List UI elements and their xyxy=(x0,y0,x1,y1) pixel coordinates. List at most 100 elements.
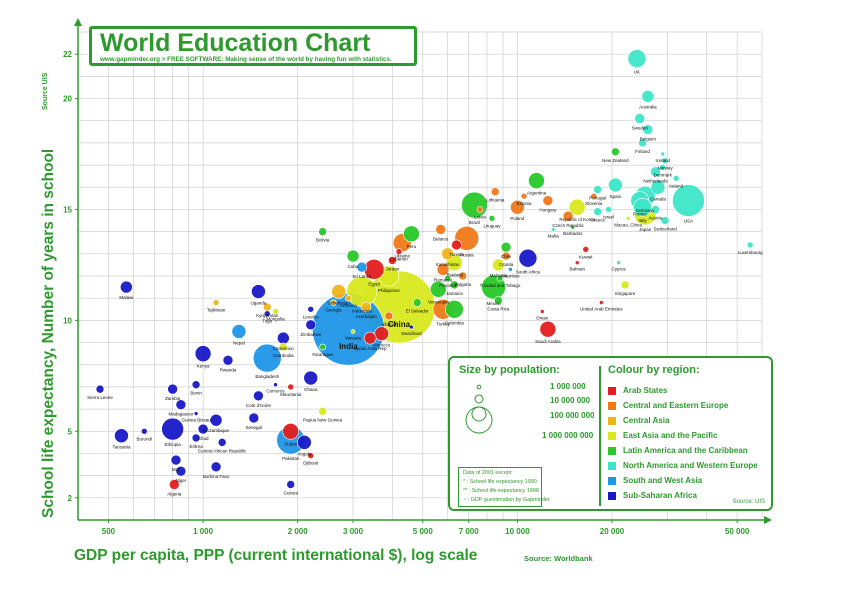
data-point xyxy=(212,299,220,306)
data-point xyxy=(650,179,666,195)
data-point-label: Rwanda xyxy=(220,367,237,372)
data-point xyxy=(641,90,655,103)
data-point-label: France xyxy=(633,212,648,217)
legend-region-label: South and West Asia xyxy=(623,476,703,485)
data-point-label: Nepal xyxy=(233,340,245,345)
data-point-label: Iceland xyxy=(655,158,670,163)
data-point-label: Estonia xyxy=(517,201,533,206)
data-point xyxy=(568,198,586,216)
data-point-label: Brazil xyxy=(469,220,480,225)
data-point-label: Turkey xyxy=(436,321,450,326)
data-point-label: Luxembourg xyxy=(738,250,764,255)
note-line: * : School life expectancy 1990 xyxy=(463,479,537,485)
data-point xyxy=(494,296,503,305)
data-point-label: Ireland xyxy=(669,183,683,188)
data-point-label: Madagascar xyxy=(169,412,194,417)
data-point xyxy=(297,435,312,450)
legend-swatch xyxy=(608,387,616,395)
data-point xyxy=(307,305,315,313)
data-point xyxy=(642,124,654,135)
y-tick-label: 15 xyxy=(63,205,72,214)
data-point-label: Mozambique xyxy=(203,428,229,433)
data-point-label: Benin xyxy=(190,391,202,396)
data-point xyxy=(395,248,403,255)
data-point-label: Uganda xyxy=(251,301,267,306)
data-point xyxy=(458,271,468,281)
data-point-label: Venezuela xyxy=(428,299,450,304)
data-point-label: Cuba xyxy=(348,264,359,269)
legend-source: Source: UIS xyxy=(732,499,765,505)
data-point xyxy=(650,166,661,178)
data-point-label: Sweden xyxy=(632,126,649,131)
legend-separator xyxy=(599,366,601,506)
data-point-label: Oman xyxy=(536,315,549,320)
data-point-label: Egypt xyxy=(368,281,380,286)
data-point-label: Republic of Korea xyxy=(559,217,595,222)
data-point-label: Armenia xyxy=(340,303,357,308)
chart-title-box: World Education Chart www.gapminder.org … xyxy=(89,26,417,66)
data-point-label: Philippines xyxy=(378,288,401,293)
legend-size-circle-10m xyxy=(474,394,484,404)
data-point-label: Argentina xyxy=(527,191,547,196)
data-point-label: Guinea xyxy=(283,491,298,496)
data-point-label: Comoros xyxy=(266,389,285,394)
x-tick-label: 50 000 xyxy=(725,527,750,536)
data-point xyxy=(175,465,187,477)
data-point xyxy=(120,280,133,294)
data-point-label: Papua New Guinea xyxy=(303,417,343,422)
data-point-label: Belarus xyxy=(433,236,449,241)
data-point-label: Uzbekistan xyxy=(328,301,351,306)
data-point xyxy=(672,184,705,217)
legend-region-label: Sub-Saharan Africa xyxy=(623,491,697,500)
data-point-label: Lesotho xyxy=(303,314,320,319)
data-point-label: Tajikistan xyxy=(207,308,226,313)
data-point xyxy=(661,157,669,164)
x-tick-label: 10 000 xyxy=(505,527,530,536)
legend-size-label-4: 1 000 000 000 xyxy=(542,431,594,440)
data-point xyxy=(330,299,337,306)
x-tick-label: 7 000 xyxy=(459,527,480,536)
data-point xyxy=(287,383,295,391)
data-point xyxy=(490,187,500,197)
data-point-label: Greece xyxy=(590,218,605,223)
data-point-label: El Salvador xyxy=(406,309,430,314)
data-point-label: Jamaica xyxy=(446,291,463,296)
data-point-label: Albania xyxy=(381,322,397,327)
data-point xyxy=(620,280,630,290)
data-point xyxy=(263,310,271,318)
data-point xyxy=(191,380,201,389)
data-point xyxy=(279,342,288,352)
data-point-label: Malta xyxy=(548,233,560,238)
data-point-label: Australia xyxy=(639,104,657,109)
data-point xyxy=(746,241,754,249)
data-point xyxy=(625,216,631,221)
data-point-label: Cameroon xyxy=(273,346,295,351)
data-point xyxy=(605,206,612,213)
data-point-label: Ethiopia xyxy=(164,442,181,447)
data-point xyxy=(345,294,352,302)
y-tick-label: 22 xyxy=(63,50,72,59)
x-tick-label: 2 000 xyxy=(288,527,309,536)
data-point-label: Lithuania xyxy=(486,198,505,203)
data-point-label: Romania xyxy=(434,277,453,282)
data-point xyxy=(209,413,223,427)
data-point xyxy=(562,210,574,222)
data-point xyxy=(253,390,264,402)
data-point xyxy=(170,454,182,466)
legend-swatch xyxy=(608,477,616,485)
data-point xyxy=(191,433,201,443)
legend-region-label: Latin America and the Caribbean xyxy=(623,446,748,455)
data-point xyxy=(638,138,647,148)
data-point-label: Sri Lanka xyxy=(352,274,372,279)
data-point xyxy=(273,382,278,387)
data-point-label: Cyprus xyxy=(612,267,627,272)
legend: Size by population: 1 000 000 10 000 000… xyxy=(448,356,773,511)
data-point xyxy=(210,461,222,473)
data-point-label: Syrian Arab Rep xyxy=(354,346,387,351)
data-point-label: Jordan xyxy=(385,266,399,271)
data-point xyxy=(363,331,377,345)
legend-size-label-2: 10 000 000 xyxy=(550,396,591,405)
data-point xyxy=(520,192,528,200)
data-point-label: Cambodia xyxy=(273,353,294,358)
data-point xyxy=(570,224,576,230)
